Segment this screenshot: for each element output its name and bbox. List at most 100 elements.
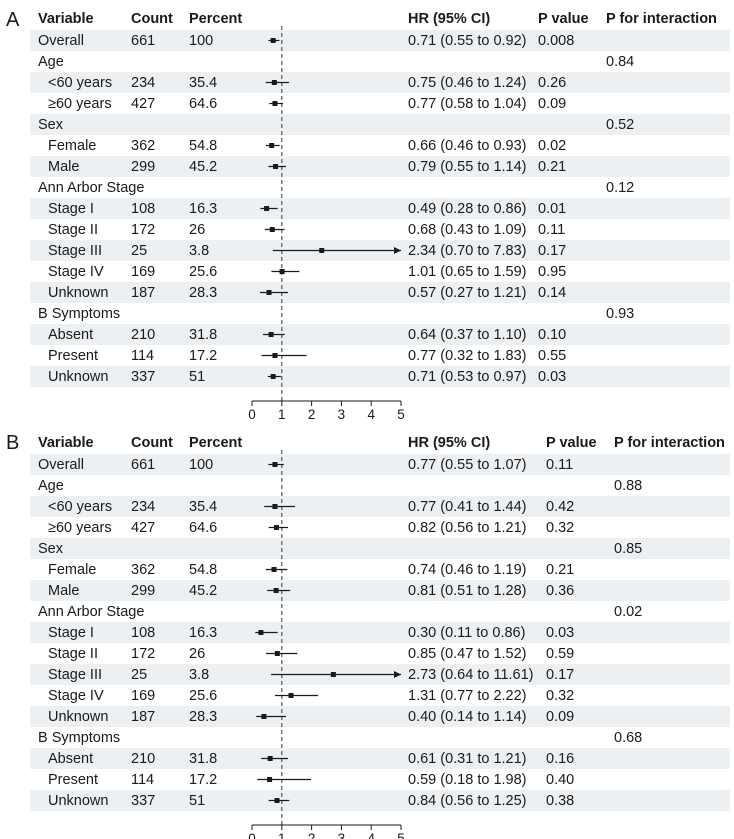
row-percent: 25.6 [189, 688, 217, 704]
row-hr-ci: 0.79 (0.55 to 1.14) [408, 159, 527, 175]
row-percent: 3.8 [189, 243, 209, 259]
row-count: 299 [131, 583, 155, 599]
row-label: Stage IV [48, 688, 104, 704]
header-hr-ci: HR (95% CI) [408, 435, 490, 451]
panel-label: B [6, 432, 19, 454]
row-label: <60 years [48, 499, 112, 515]
hr-point [274, 651, 280, 656]
row-p-value: 0.008 [538, 33, 574, 49]
row-p-value: 0.42 [546, 499, 574, 515]
row-label: Unknown [48, 369, 108, 385]
row-count: 108 [131, 625, 155, 641]
header-p-value: P value [538, 11, 589, 27]
header-percent: Percent [189, 435, 242, 451]
row-percent: 100 [189, 33, 213, 49]
row-p-interaction: 0.93 [606, 306, 634, 322]
row-hr-ci: 0.49 (0.28 to 0.86) [408, 201, 527, 217]
row-p-value: 0.59 [546, 646, 574, 662]
row-stripe [30, 114, 730, 135]
forest-panel-a: A Variable Count Percent HR (95% CI) P value P… [6, 9, 730, 422]
row-label: Stage I [48, 625, 94, 641]
row-count: 661 [131, 457, 155, 473]
x-tick-label: 4 [367, 831, 375, 839]
row-hr-ci: 0.71 (0.55 to 0.92) [408, 33, 527, 49]
hr-point [288, 693, 294, 698]
row-p-interaction: 0.85 [614, 541, 642, 557]
row-percent: 31.8 [189, 327, 217, 343]
row-label: Overall [38, 33, 84, 49]
row-p-value: 0.32 [546, 688, 574, 704]
row-label: Sex [38, 117, 64, 133]
row-hr-ci: 0.81 (0.51 to 1.28) [408, 583, 527, 599]
row-hr-ci: 0.77 (0.41 to 1.44) [408, 499, 527, 515]
hr-point [258, 630, 264, 635]
panel-label: A [6, 9, 20, 31]
row-label: Stage II [48, 646, 98, 662]
row-label: Present [48, 772, 98, 788]
row-label: B Symptoms [38, 306, 120, 322]
header-variable: Variable [38, 11, 94, 27]
row-label: Unknown [48, 793, 108, 809]
hr-point [267, 756, 273, 761]
hr-point [272, 462, 278, 467]
row-percent: 35.4 [189, 499, 217, 515]
row-p-value: 0.01 [538, 201, 566, 217]
row-percent: 16.3 [189, 625, 217, 641]
x-tick-label: 0 [248, 831, 256, 839]
row-percent: 54.8 [189, 138, 217, 154]
row-p-interaction: 0.12 [606, 180, 634, 196]
row-hr-ci: 0.77 (0.58 to 1.04) [408, 96, 527, 112]
header-count: Count [131, 11, 173, 27]
row-percent: 45.2 [189, 159, 217, 175]
row-count: 210 [131, 751, 155, 767]
row-stripe [30, 198, 730, 219]
x-tick-label: 1 [278, 407, 286, 422]
x-tick-label: 0 [248, 407, 256, 422]
row-hr-ci: 0.75 (0.46 to 1.24) [408, 75, 527, 91]
row-stripe [30, 622, 730, 643]
row-hr-ci: 2.34 (0.70 to 7.83) [408, 243, 527, 259]
row-count: 114 [131, 772, 154, 788]
row-p-value: 0.03 [538, 369, 566, 385]
hr-point [271, 80, 277, 85]
row-count: 114 [131, 348, 154, 364]
x-tick-label: 1 [278, 831, 286, 839]
row-count: 234 [131, 499, 155, 515]
row-stripe [30, 324, 730, 345]
row-hr-ci: 1.31 (0.77 to 2.22) [408, 688, 527, 704]
row-percent: 26 [189, 646, 205, 662]
row-percent: 25.6 [189, 264, 217, 280]
header-percent: Percent [189, 11, 242, 27]
row-p-value: 0.09 [538, 96, 566, 112]
row-percent: 100 [189, 457, 213, 473]
x-tick-label: 2 [308, 831, 316, 839]
row-hr-ci: 0.84 (0.56 to 1.25) [408, 793, 527, 809]
row-count: 427 [131, 96, 155, 112]
row-label: Absent [48, 327, 93, 343]
row-label: Male [48, 583, 79, 599]
row-p-interaction: 0.02 [614, 604, 642, 620]
row-count: 210 [131, 327, 155, 343]
row-count: 169 [131, 264, 155, 280]
hr-point [270, 38, 276, 43]
hr-point [272, 504, 278, 509]
row-hr-ci: 0.68 (0.43 to 1.09) [408, 222, 527, 238]
row-label: ≥60 years [48, 520, 112, 536]
row-label: Stage IV [48, 264, 104, 280]
row-stripe [30, 706, 730, 727]
hr-point [266, 290, 272, 295]
row-label: Stage I [48, 201, 94, 217]
row-percent: 28.3 [189, 709, 217, 725]
row-label: Ann Arbor Stage [38, 604, 144, 620]
row-stripe [30, 454, 730, 475]
row-p-value: 0.03 [546, 625, 574, 641]
row-p-value: 0.17 [546, 667, 574, 683]
row-hr-ci: 2.73 (0.64 to 11.61) [408, 667, 534, 683]
row-hr-ci: 0.74 (0.46 to 1.19) [408, 562, 527, 578]
row-label: Stage III [48, 243, 102, 259]
row-stripe [30, 580, 730, 601]
hr-point [319, 248, 325, 253]
row-label: ≥60 years [48, 96, 112, 112]
hr-point [279, 269, 285, 274]
row-p-value: 0.40 [546, 772, 574, 788]
